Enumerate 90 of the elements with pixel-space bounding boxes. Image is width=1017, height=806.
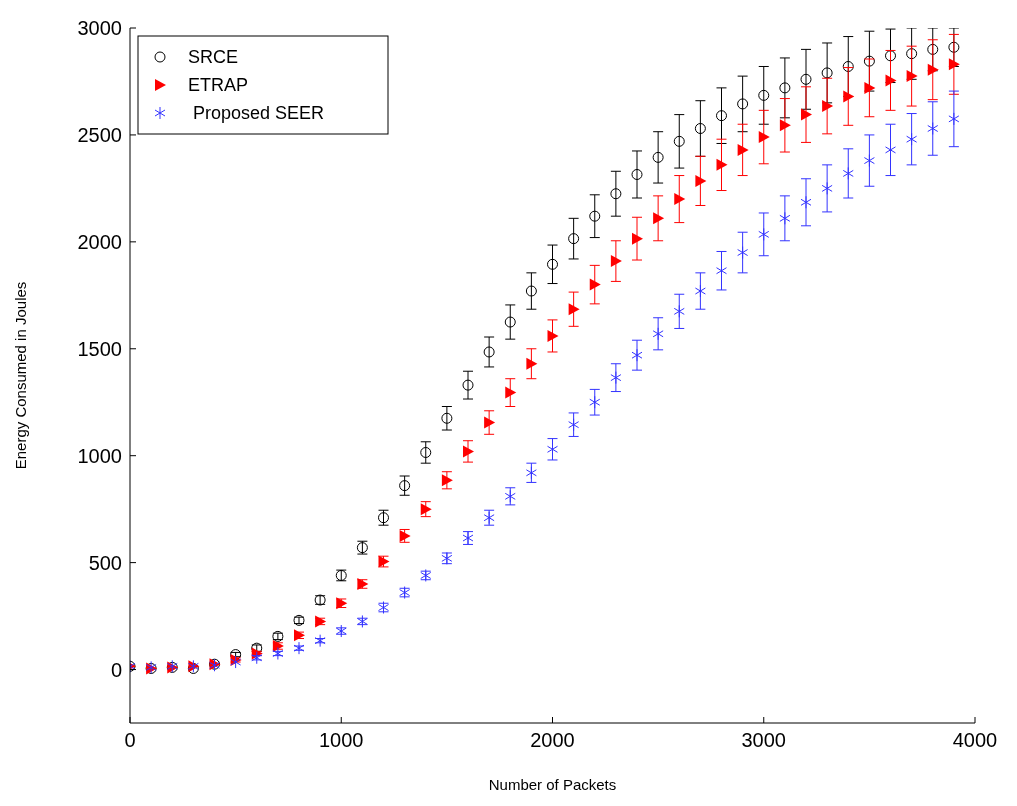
point (526, 357, 538, 370)
point (483, 346, 495, 358)
point (716, 158, 728, 171)
point (758, 89, 770, 101)
point (631, 168, 643, 180)
y-tick-label: 1500 (77, 337, 122, 360)
point (821, 181, 833, 195)
point (906, 70, 918, 83)
point (842, 166, 854, 180)
point (927, 43, 939, 55)
point (779, 119, 791, 132)
point (568, 233, 580, 245)
point (843, 90, 855, 103)
x-tick-label: 4000 (952, 729, 998, 751)
point (948, 58, 960, 71)
point (927, 63, 939, 76)
point (821, 67, 833, 79)
point (547, 329, 559, 342)
x-tick-label: 0 (124, 729, 136, 751)
point (504, 316, 516, 328)
point (652, 327, 664, 341)
point (673, 304, 685, 318)
point (863, 55, 875, 67)
legend-label: SRCE (188, 47, 239, 68)
y-tick-label: 3000 (77, 17, 122, 39)
point (885, 74, 897, 87)
point (631, 348, 643, 362)
point (420, 446, 432, 458)
y-tick-label: 2000 (77, 230, 122, 253)
y-tick-label: 500 (88, 551, 122, 574)
point (801, 108, 812, 121)
point (927, 122, 939, 136)
point (758, 227, 770, 241)
y-tick-label: 1000 (77, 444, 122, 467)
point (589, 278, 601, 291)
point (694, 284, 706, 298)
point (885, 50, 896, 62)
point (800, 73, 812, 85)
point (822, 100, 834, 113)
y-axis-title: Energy Consumed in Joules (12, 281, 29, 470)
point (272, 647, 284, 660)
point (547, 258, 558, 270)
y-tick-label: 2500 (77, 123, 122, 146)
point (463, 445, 474, 458)
point (674, 193, 686, 206)
point (484, 416, 496, 429)
x-tick-label: 1000 (319, 729, 364, 751)
legend-label: ETRAP (188, 75, 249, 96)
point (610, 255, 622, 268)
point (568, 303, 580, 316)
point (505, 386, 517, 399)
x-axis-title: Number of Packets (488, 776, 617, 793)
point (906, 132, 918, 146)
point (314, 634, 326, 648)
legend-label: Proposed SEER (188, 103, 325, 124)
point (758, 131, 770, 144)
point (293, 641, 305, 655)
x-tick-label: 2000 (530, 729, 575, 751)
x-tick-label: 3000 (741, 729, 786, 751)
point (673, 135, 685, 147)
point (589, 395, 601, 409)
point (779, 82, 791, 94)
point (399, 480, 411, 492)
point (842, 60, 854, 72)
point (906, 48, 918, 60)
point (737, 98, 749, 110)
point (695, 174, 707, 187)
y-tick-label: 0 (110, 658, 122, 681)
point (525, 466, 537, 480)
point (525, 285, 537, 297)
point (737, 246, 749, 260)
point (441, 412, 453, 424)
point (568, 418, 580, 432)
point (610, 188, 622, 200)
point (948, 41, 960, 53)
point (251, 651, 263, 665)
point (589, 210, 601, 222)
point (653, 212, 665, 225)
point (779, 211, 791, 225)
point (462, 379, 474, 391)
point (800, 195, 812, 209)
point (694, 123, 706, 135)
point (716, 110, 727, 122)
point (737, 143, 749, 156)
point (863, 154, 875, 168)
point (610, 371, 622, 385)
point (632, 232, 643, 245)
point (864, 81, 876, 94)
point (652, 151, 664, 163)
point (948, 112, 960, 126)
